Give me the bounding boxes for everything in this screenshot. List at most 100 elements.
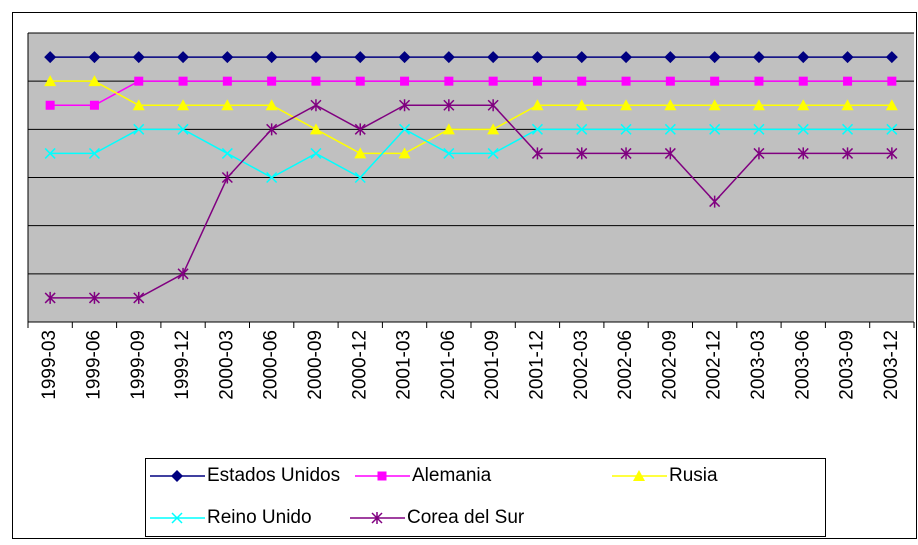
data-point	[621, 76, 631, 86]
legend-label: Alemania	[412, 465, 492, 486]
legend-box	[145, 458, 826, 537]
data-point	[797, 99, 810, 111]
data-point	[885, 51, 898, 64]
data-point	[754, 76, 764, 86]
data-point	[532, 76, 542, 86]
data-point	[133, 123, 145, 135]
data-point	[399, 99, 411, 112]
x-tick-label: 2001-03	[394, 330, 415, 400]
data-point	[177, 99, 190, 111]
data-point	[177, 267, 189, 280]
data-point	[664, 51, 677, 64]
data-point	[267, 76, 277, 86]
data-point	[842, 147, 854, 160]
data-point	[134, 76, 144, 86]
data-point	[88, 75, 101, 87]
data-point	[221, 51, 234, 64]
data-point	[886, 123, 898, 135]
data-point	[443, 99, 455, 112]
data-point	[221, 171, 233, 184]
x-tick-label: 2001-06	[438, 330, 459, 400]
data-point	[178, 76, 188, 86]
legend-marker	[633, 470, 645, 481]
legend-label: Corea del Sur	[407, 507, 525, 528]
data-point	[797, 147, 809, 160]
x-tick-label: 2003-12	[881, 330, 902, 400]
data-point	[89, 100, 99, 110]
data-point	[44, 51, 57, 64]
data-point	[710, 76, 720, 86]
data-point	[44, 291, 56, 304]
data-point	[709, 195, 721, 208]
data-point	[576, 147, 588, 160]
series-line	[50, 104, 892, 299]
x-tick-label: 2000-12	[349, 330, 370, 400]
data-point	[575, 99, 588, 111]
x-tick-label: 2003-06	[792, 330, 813, 400]
data-point	[708, 99, 721, 111]
data-point	[354, 123, 366, 136]
x-tick-label: 2001-12	[526, 330, 547, 400]
data-point	[309, 123, 322, 135]
x-tick-label: 2000-03	[216, 330, 237, 400]
data-point	[132, 99, 145, 111]
data-point	[311, 76, 321, 86]
data-point	[798, 76, 808, 86]
x-tick-label: 1999-09	[128, 330, 149, 400]
data-point	[487, 147, 499, 159]
data-point	[797, 123, 809, 135]
data-point	[44, 75, 57, 87]
data-point	[843, 76, 853, 86]
data-point	[354, 171, 366, 184]
data-point	[531, 123, 543, 135]
data-point	[487, 51, 500, 64]
data-point	[309, 51, 322, 64]
data-point	[442, 51, 455, 64]
data-point	[221, 147, 233, 159]
data-point	[576, 123, 588, 135]
data-point	[709, 123, 721, 135]
data-point	[620, 51, 633, 64]
data-point	[664, 147, 676, 160]
data-point	[133, 291, 145, 304]
x-tick-label: 2003-09	[837, 330, 858, 400]
legend-marker	[371, 512, 383, 524]
data-point	[88, 291, 100, 304]
legend-label: Estados Unidos	[207, 465, 340, 486]
data-point	[265, 99, 278, 111]
x-tick-label: 2002-06	[615, 330, 636, 400]
data-point	[531, 147, 543, 160]
data-point	[708, 51, 721, 64]
data-point	[444, 76, 454, 86]
data-point	[488, 76, 498, 86]
legend-marker	[171, 512, 183, 524]
data-point	[222, 76, 232, 86]
data-point	[443, 147, 455, 159]
data-point	[177, 123, 189, 135]
data-point	[88, 51, 101, 64]
series-line	[50, 80, 892, 106]
data-point	[45, 100, 55, 110]
legend-marker	[377, 471, 387, 481]
data-point	[664, 99, 677, 111]
x-tick-label: 2002-09	[659, 330, 680, 400]
x-tick-label: 1999-03	[39, 330, 60, 400]
x-tick-label: 1999-12	[172, 330, 193, 400]
data-point	[354, 51, 367, 64]
data-point	[752, 99, 765, 111]
x-tick-label: 2001-09	[482, 330, 503, 400]
data-point	[887, 76, 897, 86]
data-point	[398, 51, 411, 64]
data-point	[398, 147, 411, 159]
data-point	[841, 99, 854, 111]
data-point	[886, 147, 898, 160]
data-point	[310, 99, 322, 112]
data-point	[355, 76, 365, 86]
data-point	[487, 99, 499, 112]
data-point	[753, 147, 765, 160]
data-point	[354, 147, 367, 159]
data-point	[265, 51, 278, 64]
series-line	[50, 80, 892, 155]
x-tick-label: 2002-03	[571, 330, 592, 400]
